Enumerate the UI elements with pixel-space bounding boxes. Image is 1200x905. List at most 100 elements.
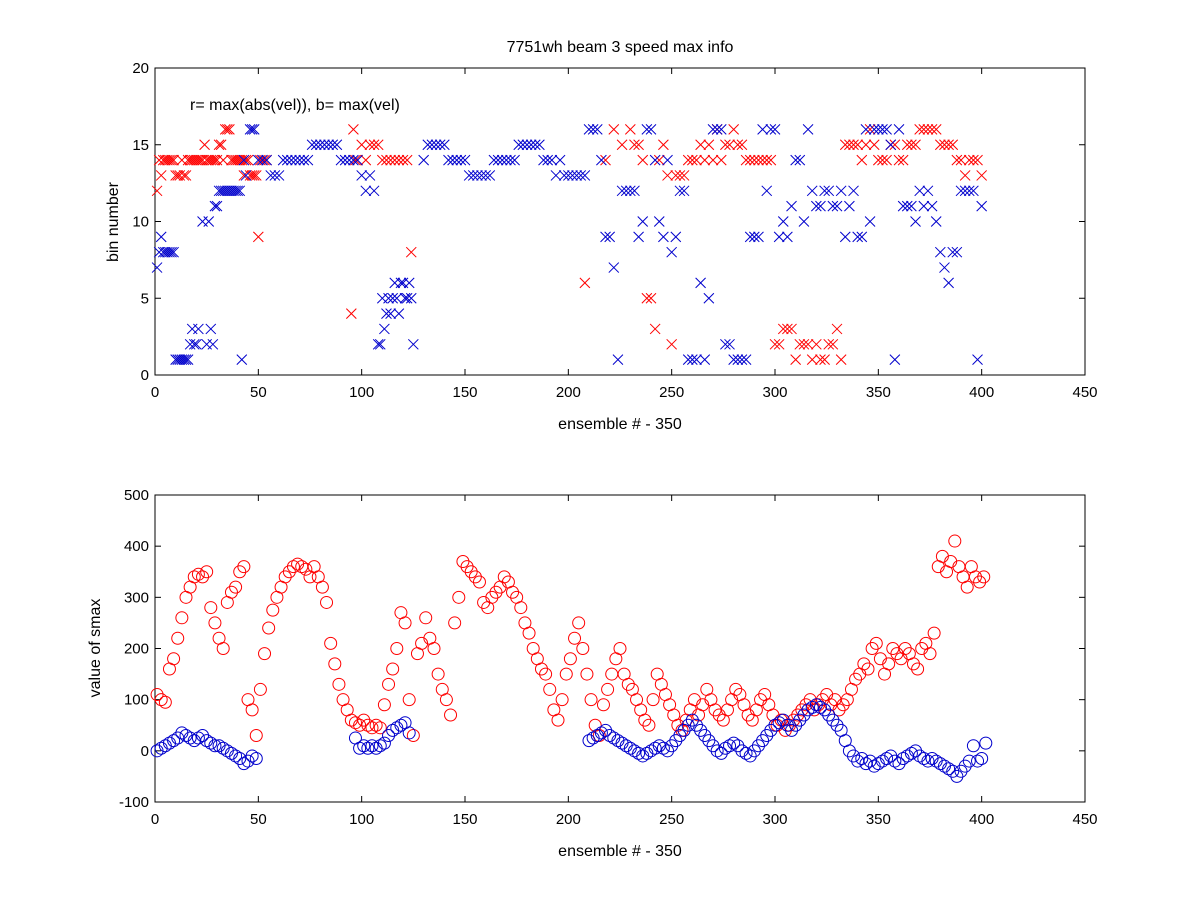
x-marker-stroke <box>529 139 541 151</box>
x-marker-stroke <box>348 154 359 166</box>
bottom-circle-marker-blue <box>925 752 939 766</box>
bottom-circle-marker-red <box>563 652 577 666</box>
bottom-circle-marker-red <box>646 693 660 707</box>
x-marker-stroke <box>401 154 413 166</box>
top-x-marker-blue <box>389 277 401 289</box>
x-marker-stroke <box>155 170 167 181</box>
bottom-circle-marker-blue <box>971 754 985 768</box>
top-x-marker-blue <box>319 139 330 151</box>
x-marker-stroke <box>943 139 954 151</box>
x-marker-stroke <box>422 139 434 151</box>
top-x-marker-red <box>180 170 192 181</box>
bottom-x-tick-label: 150 <box>452 811 477 828</box>
top-x-marker-blue <box>815 200 826 212</box>
bottom-circle-marker-blue <box>224 746 238 760</box>
x-marker-stroke <box>381 154 392 166</box>
top-x-marker-red <box>193 154 204 166</box>
top-x-marker-red <box>250 170 262 181</box>
top-x-marker-red <box>852 139 864 151</box>
x-marker-stroke <box>215 139 227 151</box>
x-marker-stroke <box>393 308 405 319</box>
x-marker-stroke <box>550 170 562 181</box>
bottom-circle-marker-red <box>873 652 887 666</box>
top-x-marker-blue <box>794 154 806 166</box>
top-x-marker-blue <box>405 292 417 304</box>
bottom-circle-marker-blue <box>386 723 400 737</box>
bottom-circle-marker-red <box>712 708 726 722</box>
bottom-circle-marker-red <box>948 534 962 548</box>
top-x-marker-blue <box>959 185 971 197</box>
x-marker-stroke <box>732 139 744 151</box>
x-marker-stroke <box>786 200 797 212</box>
x-marker-stroke <box>252 231 264 243</box>
bottom-circle-marker-red <box>572 616 586 630</box>
bottom-circle-marker-blue <box>623 741 637 755</box>
x-marker-stroke <box>343 154 355 166</box>
top-x-marker-blue <box>178 354 190 366</box>
top-x-marker-red <box>381 154 392 166</box>
top-x-marker-blue <box>724 338 735 350</box>
x-marker-stroke <box>155 231 167 243</box>
bottom-circle-marker-red <box>377 698 391 712</box>
bottom-circle-marker-blue <box>233 752 247 766</box>
x-marker-stroke <box>782 231 793 243</box>
top-x-marker-blue <box>653 216 665 227</box>
top-x-marker-blue <box>310 139 322 151</box>
top-x-marker-red <box>240 154 252 166</box>
top-x-marker-blue <box>732 354 744 366</box>
bottom-circle-marker-blue <box>361 741 375 755</box>
x-marker-stroke <box>678 185 690 197</box>
x-marker-stroke <box>596 154 607 166</box>
bottom-circle-marker-blue <box>632 746 646 760</box>
bottom-circle-marker-blue <box>929 754 943 768</box>
top-x-marker-blue <box>529 139 541 151</box>
x-marker-stroke <box>674 185 686 197</box>
x-marker-stroke <box>629 185 640 197</box>
top-x-marker-blue <box>587 124 599 135</box>
bottom-circle-marker-red <box>328 657 342 671</box>
bottom-circle-marker-blue <box>656 741 670 755</box>
top-x-marker-blue <box>972 354 983 366</box>
bottom-x-axis-label: ensemble # - 350 <box>558 843 682 860</box>
bottom-circle-marker-blue <box>661 744 675 758</box>
bottom-circle-marker-blue <box>793 713 807 727</box>
x-marker-stroke <box>872 124 884 135</box>
bottom-circle-marker-red <box>559 667 573 681</box>
bottom-circle-marker-blue <box>402 726 416 740</box>
x-marker-stroke <box>207 338 219 350</box>
bottom-circle-marker-blue <box>892 757 906 771</box>
bottom-circle-marker-red <box>836 698 850 712</box>
x-marker-stroke <box>740 354 752 366</box>
top-x-marker-red <box>901 139 913 151</box>
x-marker-stroke <box>463 170 475 181</box>
top-ticks: 0 50 100 150 200 250 300 350 400 450 0 5 10 15 20 <box>132 60 1097 401</box>
bottom-circle-marker-red <box>977 570 991 584</box>
bottom-circle-marker-blue <box>208 739 222 753</box>
top-x-marker-blue <box>831 200 843 212</box>
top-x-marker-blue <box>447 154 458 166</box>
bottom-circle-marker-blue <box>822 708 836 722</box>
bottom-circle-marker-blue <box>714 746 728 760</box>
x-marker-stroke <box>513 139 525 151</box>
x-marker-stroke <box>234 185 246 197</box>
top-x-marker-red <box>831 323 843 335</box>
top-x-marker-red <box>666 338 678 350</box>
bottom-circle-marker-red <box>601 682 615 696</box>
top-x-marker-blue <box>327 139 339 151</box>
x-marker-stroke <box>662 154 673 166</box>
x-marker-stroke <box>242 154 254 166</box>
x-marker-stroke <box>699 354 711 366</box>
bottom-circle-marker-red <box>741 708 755 722</box>
top-x-marker-blue <box>376 292 388 304</box>
x-marker-stroke <box>633 231 644 243</box>
top-x-marker-blue <box>707 124 719 135</box>
x-marker-stroke <box>257 154 268 166</box>
top-x-marker-blue <box>748 231 760 243</box>
top-x-marker-blue <box>562 170 574 181</box>
x-marker-stroke <box>629 139 640 151</box>
x-marker-stroke <box>686 154 698 166</box>
top-x-marker-blue <box>765 124 777 135</box>
bottom-circle-marker-blue <box>739 746 753 760</box>
bottom-circle-marker-red <box>687 693 701 707</box>
